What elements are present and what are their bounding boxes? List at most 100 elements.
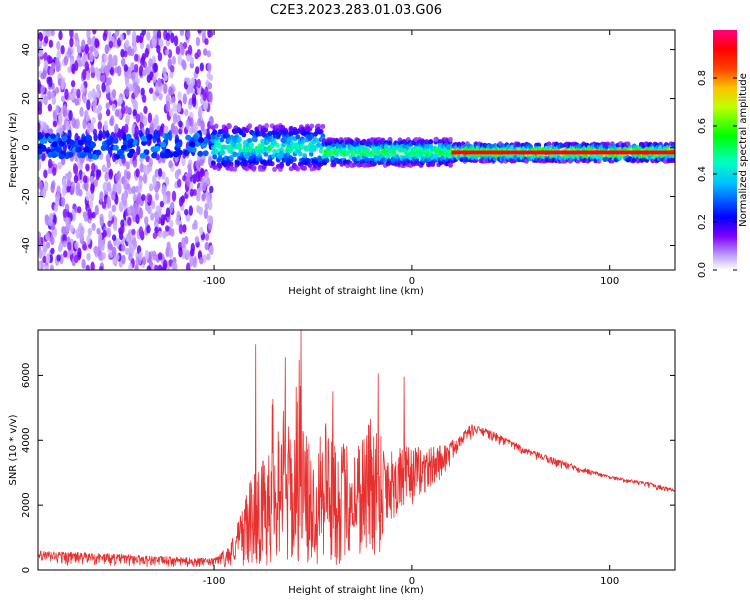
spectrogram-cell — [297, 151, 303, 157]
spectrogram-cell — [365, 147, 371, 153]
spectrogram-cell — [153, 62, 159, 73]
spectrogram-cell — [56, 254, 61, 262]
spectrogram-cell — [91, 162, 96, 173]
spectrogram-cell — [206, 72, 212, 80]
spectrogram-cell — [161, 184, 167, 195]
spectrogram-cell — [58, 140, 65, 147]
spectrogram-cell — [62, 177, 67, 188]
spectrogram-cell — [251, 165, 257, 171]
spectrogram-cell — [107, 30, 112, 40]
spectrogram-cell — [87, 153, 94, 160]
spectrogram-cell — [50, 236, 55, 246]
snr-y-tick-label: 4000 — [21, 428, 32, 453]
spectrogram-cell — [172, 150, 179, 157]
spectrogram-cell — [178, 120, 183, 128]
spectrogram-cell — [158, 92, 163, 101]
spectrogram-cell — [448, 162, 453, 168]
spectrogram-cell — [157, 51, 163, 62]
spectrogram-cell — [195, 36, 201, 47]
spectrogram-cell — [208, 30, 214, 38]
spectrogram-cell — [209, 115, 214, 127]
spectrogram-cell — [132, 239, 138, 250]
spectrogram-cell — [85, 72, 91, 81]
spectrogram-cell — [85, 134, 92, 141]
spectrogram-cell — [171, 55, 177, 66]
spectrogram-cell — [111, 103, 116, 111]
spectrogram-cell — [207, 63, 212, 71]
spectrogram-cell — [49, 67, 54, 76]
spectrogram-cell — [106, 227, 112, 238]
spectrogram-cell — [173, 261, 178, 270]
spectrogram-cell — [162, 259, 168, 270]
spectrogram-cell — [106, 195, 111, 207]
spectrogram-cell — [150, 200, 156, 210]
colorbar-tick-label: 0.4 — [697, 166, 708, 182]
chart-title: C2E3.2023.283.01.03.G06 — [270, 3, 442, 18]
spectrogram-cell — [96, 70, 101, 82]
spectrogram-cell — [96, 107, 101, 115]
spectrogram-cell — [189, 141, 196, 148]
spectrogram-cell — [67, 129, 72, 140]
spectrogram-cell — [127, 206, 132, 215]
spectrogram-cell — [165, 225, 170, 232]
spectrogram-cell — [181, 251, 187, 260]
spectrogram-cell — [176, 103, 182, 113]
spectrogram-cell — [172, 102, 177, 113]
spectrogram-cell — [89, 46, 94, 53]
spectrogram-cell — [130, 48, 135, 57]
spectrogram-cell — [146, 134, 153, 141]
spectrogram-cell — [64, 216, 70, 226]
spectrogram-cell — [111, 194, 116, 201]
spectrogram-cell — [199, 62, 205, 72]
spectrogram-cell — [144, 249, 150, 261]
spectrogram-cell — [121, 254, 126, 265]
spectrogram-cell — [138, 226, 144, 238]
spectrogram-cell — [127, 152, 134, 159]
spectrogram-cell — [81, 258, 86, 269]
spectrogram-cell — [197, 137, 204, 144]
spectrogram-cell — [174, 170, 180, 180]
spectrogram-cell — [105, 153, 111, 164]
spectrogram-cell — [149, 122, 154, 134]
spectrogram-cell — [424, 142, 430, 149]
spectrogram-cell — [55, 104, 60, 114]
spectrogram-cell — [67, 66, 72, 74]
spectrogram-cell — [52, 167, 57, 176]
spectrogram-cell — [67, 151, 74, 158]
spectrogram-cell — [62, 208, 68, 218]
spectrogram-cell — [136, 145, 141, 156]
spectrogram-x-tick-label: 0 — [409, 276, 415, 287]
spectrogram-cell — [102, 182, 107, 191]
spectrogram-cell — [43, 244, 48, 253]
spectrogram-cell — [123, 179, 128, 191]
spectrogram-cell — [52, 110, 58, 120]
spectrogram-cell — [74, 254, 79, 264]
snr-x-label: Height of straight line (km) — [288, 585, 424, 596]
snr-y-tick-label: 0 — [21, 567, 32, 573]
spectrogram-cell — [157, 230, 163, 238]
spectrogram-cell — [57, 161, 63, 170]
spectrogram-cell — [156, 44, 161, 54]
spectrogram-cell — [58, 114, 63, 126]
spectrogram-cell — [82, 68, 87, 81]
spectrogram-cell — [202, 182, 207, 192]
spectrogram-cell — [272, 148, 277, 155]
spectrogram-cell — [85, 163, 90, 172]
spectrogram-cell — [142, 69, 147, 77]
snr-x-tick-label: 0 — [409, 576, 415, 587]
spectrogram-cell — [159, 200, 165, 208]
spectrogram-cell — [154, 114, 159, 125]
spectrogram-cell — [93, 178, 98, 187]
spectrogram-carrier — [451, 150, 675, 155]
spectrogram-cell — [51, 62, 56, 70]
spectrogram-cell — [82, 96, 88, 104]
spectrogram-cell — [182, 175, 187, 182]
spectrogram-cell — [61, 135, 68, 142]
spectrogram-cell — [65, 223, 70, 233]
spectrogram-cell — [138, 251, 143, 261]
spectrogram-cell — [127, 187, 133, 195]
spectrogram-cell — [114, 123, 119, 133]
spectrogram-cell — [38, 261, 42, 270]
spectrogram-cell — [274, 142, 280, 148]
